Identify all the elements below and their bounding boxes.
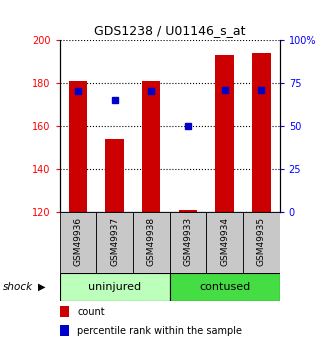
Bar [207,212,243,273]
Title: GDS1238 / U01146_s_at: GDS1238 / U01146_s_at [94,24,245,37]
Text: GSM49936: GSM49936 [73,217,82,266]
Bar [60,325,69,336]
Bar [170,273,280,301]
Bar [133,212,169,273]
Text: GSM49938: GSM49938 [147,217,156,266]
Text: GSM49935: GSM49935 [257,217,266,266]
Text: shock: shock [3,282,33,292]
Bar [106,139,124,212]
Bar [60,306,69,317]
Text: ▶: ▶ [38,282,45,292]
Bar [170,212,206,273]
Text: GSM49933: GSM49933 [183,217,193,266]
Bar [243,212,280,273]
Text: GSM49934: GSM49934 [220,217,229,266]
Bar [60,212,96,273]
Bar [60,273,169,301]
Text: percentile rank within the sample: percentile rank within the sample [77,326,242,336]
Bar [96,212,133,273]
Bar [69,81,87,212]
Bar [179,210,197,212]
Text: contused: contused [199,282,250,292]
Bar [215,55,234,212]
Text: GSM49937: GSM49937 [110,217,119,266]
Bar [142,81,161,212]
Text: count: count [77,307,105,317]
Text: uninjured: uninjured [88,282,141,292]
Bar [252,52,270,212]
